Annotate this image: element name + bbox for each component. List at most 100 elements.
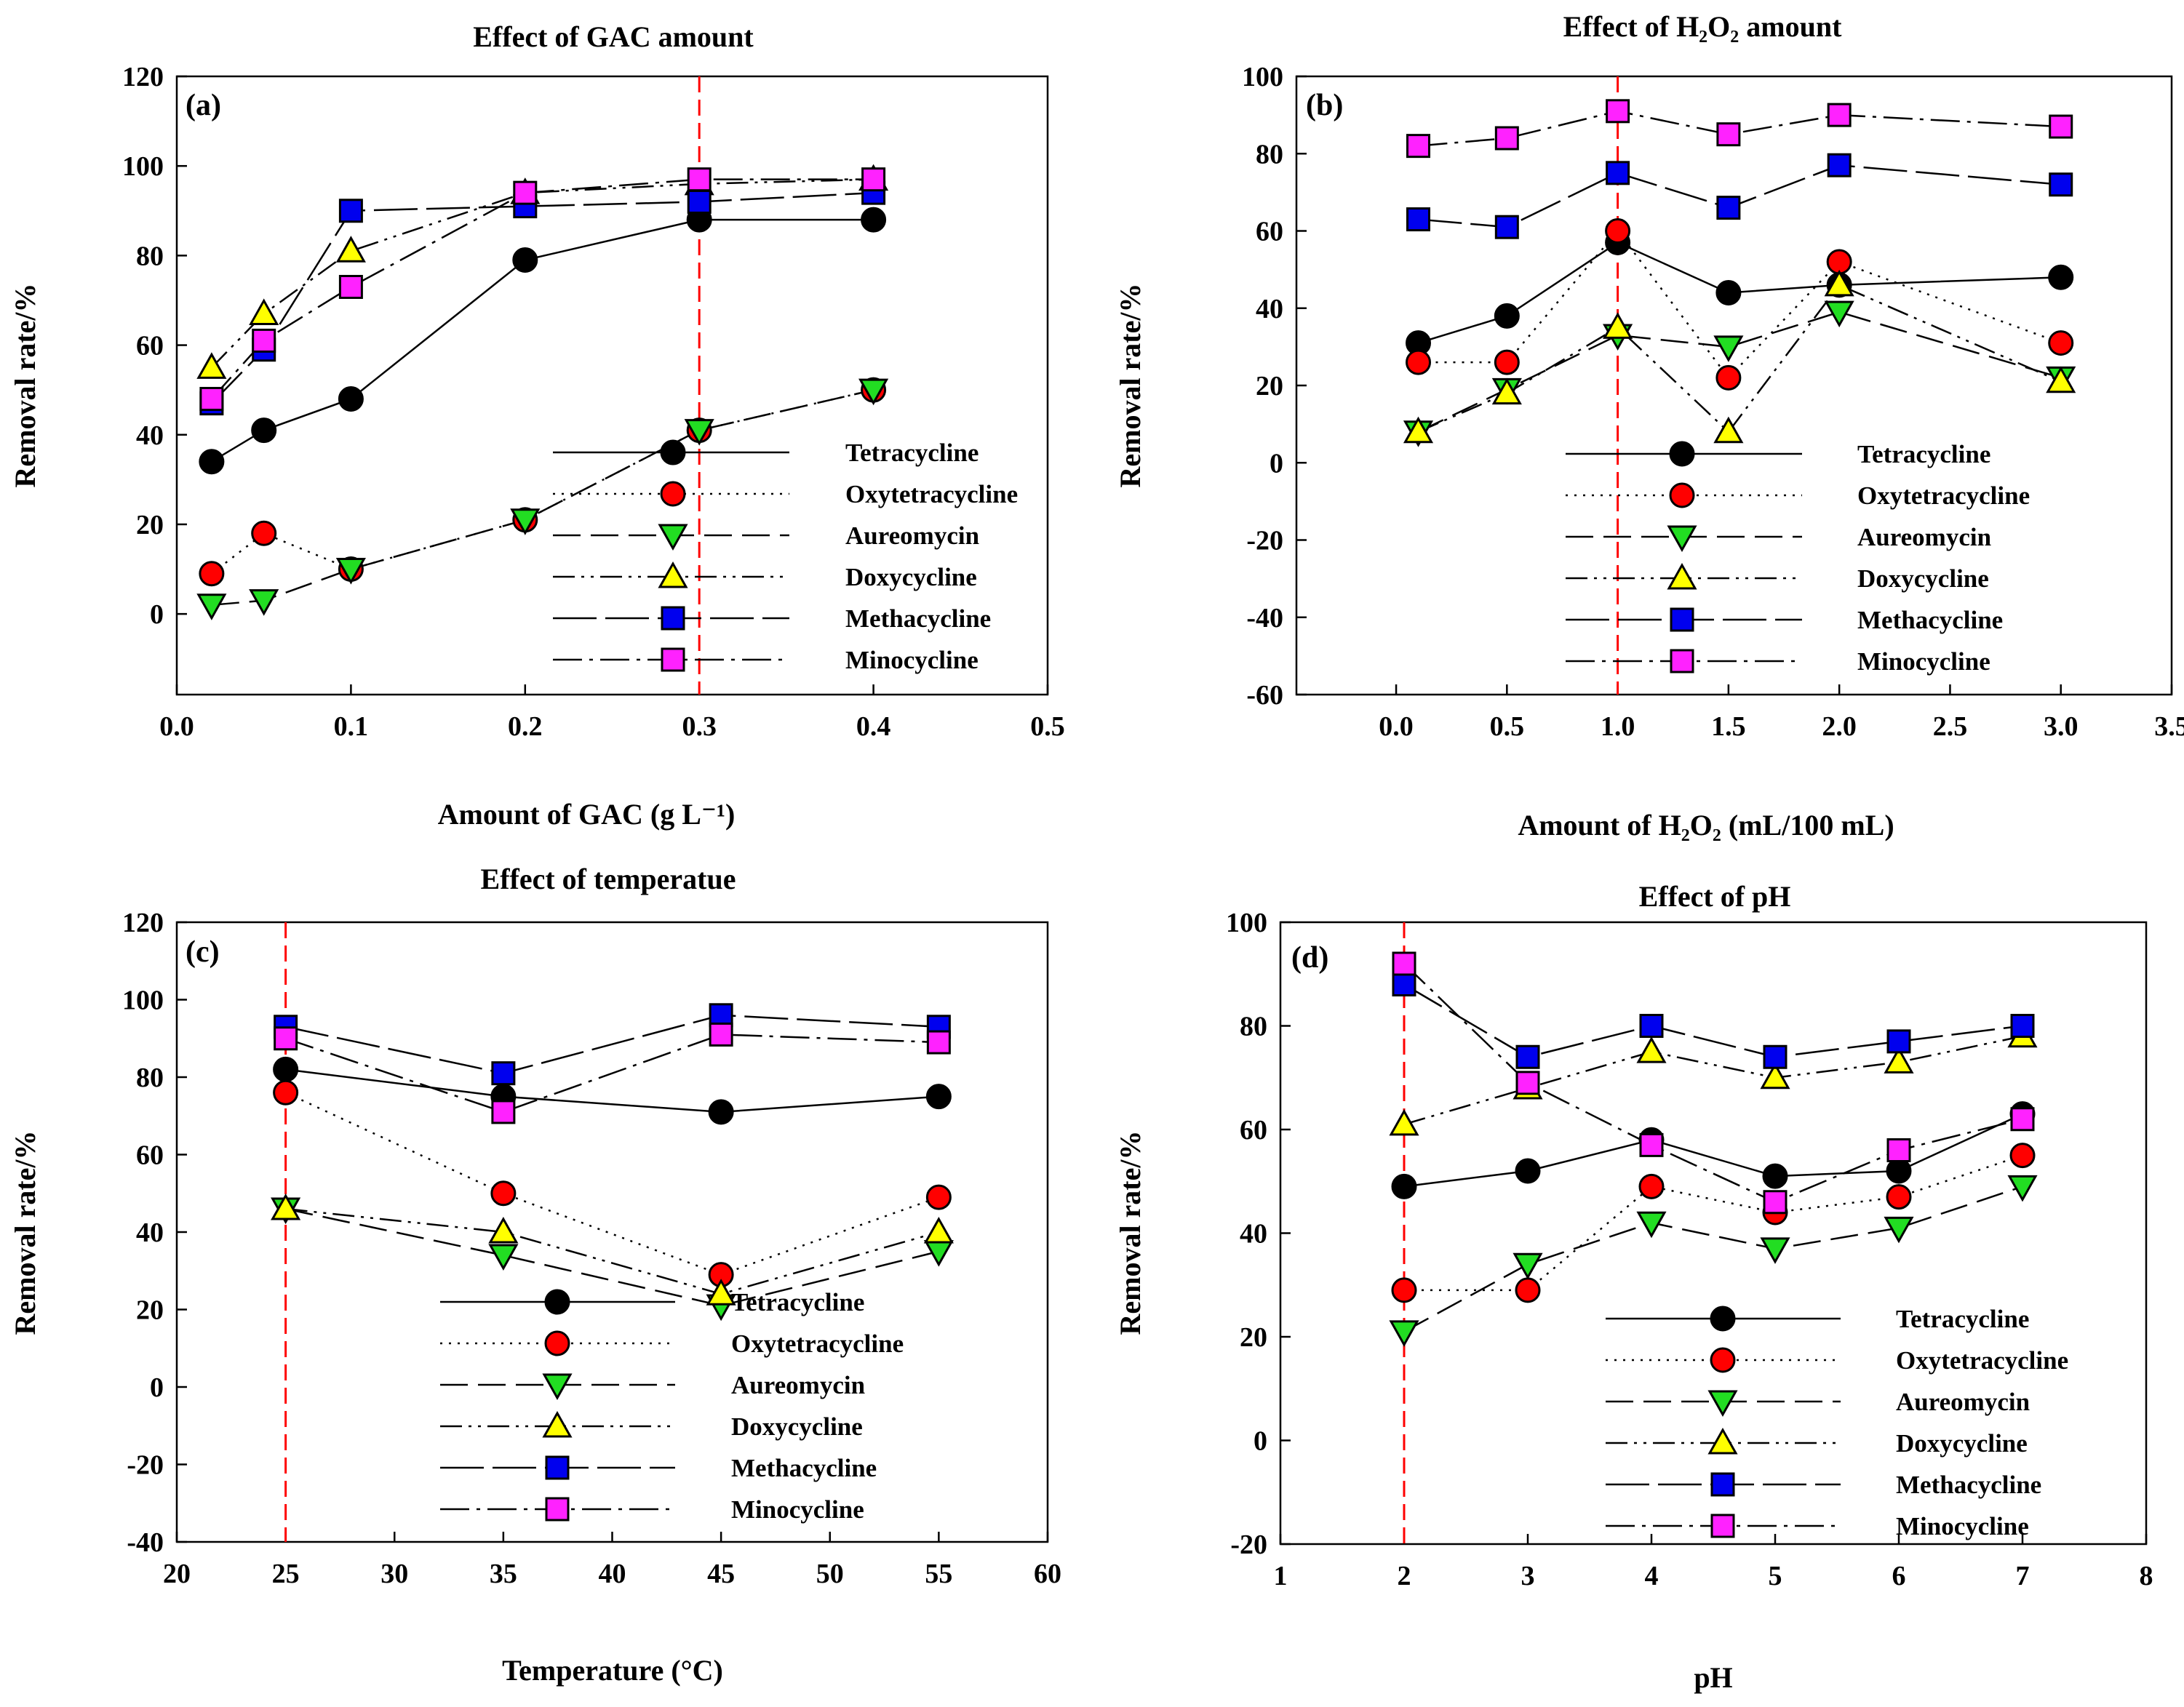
data-point-tetracycline (1494, 303, 1520, 329)
x-tick-label: 35 (490, 1559, 517, 1589)
data-point-aureomycin (335, 558, 366, 585)
x-tick-label: 60 (1034, 1559, 1061, 1589)
x-tick-label: 55 (925, 1559, 952, 1589)
x-tick-label: 25 (272, 1559, 300, 1589)
data-point-oxytetracycline (1605, 218, 1631, 244)
legend-marker-aureomycin (1667, 525, 1697, 553)
series-line-minocycline (285, 1034, 939, 1114)
x-tick-label: 2.0 (1822, 711, 1857, 742)
legend-label: Methacycline (1857, 606, 2003, 634)
data-point-tetracycline (925, 1084, 952, 1110)
data-point-aureomycin (2007, 1175, 2038, 1202)
data-point-minocycline (513, 180, 538, 205)
chart-title: Effect of pH (1639, 880, 1791, 913)
data-point-minocycline (274, 1026, 298, 1051)
data-point-doxycycline (1713, 416, 1744, 444)
data-point-tetracycline (338, 385, 364, 412)
data-point-aureomycin (510, 508, 541, 535)
data-point-doxycycline (335, 236, 366, 263)
legend-marker-aureomycin (1707, 1390, 1738, 1418)
series-line-aureomycin (1417, 311, 2062, 433)
x-tick-label: 5 (1769, 1561, 1782, 1591)
y-axis-label: Removal rate/% (9, 1130, 41, 1335)
legend-label: Tetracycline (1896, 1305, 2029, 1333)
data-point-methacycline (1763, 1044, 1788, 1069)
x-tick-label: 20 (163, 1559, 191, 1589)
x-tick-label: 0.5 (1490, 711, 1525, 742)
data-point-tetracycline (273, 1056, 299, 1082)
data-point-oxytetracycline (490, 1180, 517, 1207)
legend-marker-methacycline (545, 1455, 570, 1480)
legend-marker-minocycline (661, 647, 685, 672)
data-point-minocycline (1716, 122, 1741, 147)
y-tick-label: 20 (1256, 371, 1283, 401)
x-tick-label: 2 (1398, 1561, 1411, 1591)
data-point-doxycycline (923, 1216, 954, 1244)
panel-tag: (d) (1291, 941, 1328, 975)
series-line-doxycycline (1403, 1035, 2023, 1126)
y-tick-label: -20 (1246, 526, 1283, 556)
legend-label: Tetracycline (1857, 440, 1990, 468)
legend-marker-doxycycline (1667, 562, 1697, 590)
x-tick-label: 4 (1645, 1561, 1659, 1591)
data-point-aureomycin (249, 589, 279, 616)
data-point-minocycline (2049, 114, 2073, 139)
x-tick-label: 1 (1274, 1561, 1288, 1591)
y-tick-label: 40 (136, 1218, 164, 1248)
series-line-tetracycline (1418, 241, 2061, 344)
data-point-minocycline (491, 1100, 516, 1124)
x-tick-label: 1.0 (1601, 711, 1635, 742)
data-point-minocycline (1606, 99, 1630, 124)
data-point-tetracycline (861, 207, 887, 233)
data-point-tetracycline (1715, 280, 1742, 305)
legend-label: Doxycycline (1857, 564, 1989, 593)
panel-tag: (b) (1306, 89, 1343, 122)
data-point-doxycycline (706, 1279, 736, 1306)
data-point-oxytetracycline (925, 1184, 952, 1210)
data-point-methacycline (1886, 1029, 1911, 1054)
series-line-tetracycline (1403, 1113, 2023, 1188)
legend-label: Oxytetracycline (731, 1330, 904, 1358)
data-point-methacycline (2010, 1014, 2035, 1038)
legend: Tetracycline Oxytetracycline Aureomycin Dox… (1606, 1305, 2068, 1540)
y-tick-label: 0 (150, 599, 164, 630)
legend-label: Doxycycline (845, 563, 977, 591)
data-point-aureomycin (684, 419, 714, 446)
data-point-minocycline (926, 1030, 951, 1055)
data-point-tetracycline (251, 417, 277, 444)
legend-marker-tetracycline (544, 1289, 570, 1315)
data-point-doxycycline (1389, 1108, 1419, 1136)
x-tick-label: 0.1 (334, 711, 369, 742)
x-axis-label: Amount of H₂O₂ (mL/100 mL) (1518, 809, 1894, 841)
data-point-methacycline (1716, 196, 1741, 220)
legend-label: Aureomycin (1857, 523, 1991, 551)
y-tick-label: 60 (1256, 217, 1283, 247)
y-tick-label: 100 (1242, 62, 1283, 92)
y-tick-label: 0 (1270, 448, 1283, 479)
panel-c: 20 25 30 35 40 45 50 55 60 -40 -20 0 20 40 60 80 100 120 T… (9, 863, 1061, 1687)
x-tick-label: 2.5 (1933, 711, 1968, 742)
x-tick-label: 8 (2140, 1561, 2153, 1591)
x-tick-label: 0.3 (682, 711, 717, 742)
y-tick-label: 60 (1240, 1115, 1267, 1146)
x-axis-label: Temperature (°C) (502, 1654, 723, 1687)
legend-label: Doxycycline (731, 1412, 863, 1441)
y-tick-label: 40 (136, 420, 164, 451)
data-point-doxycycline (1760, 1062, 1790, 1090)
legend: Tetracycline Oxytetracycline Aureomycin Dox… (1566, 440, 2030, 676)
y-axis-label: Removal rate/% (1114, 1130, 1147, 1335)
series-line-methacycline (285, 1014, 939, 1074)
data-point-oxytetracycline (199, 561, 225, 587)
data-point-aureomycin (1760, 1237, 1790, 1264)
legend-marker-tetracycline (660, 439, 686, 465)
data-point-tetracycline (1762, 1163, 1788, 1189)
y-tick-label: -40 (1246, 603, 1283, 633)
plot-frame (175, 75, 1049, 696)
data-point-aureomycin (1824, 300, 1854, 328)
legend-label: Aureomycin (1896, 1388, 2030, 1416)
data-point-aureomycin (1713, 335, 1744, 362)
series-line-aureomycin (1403, 1186, 2023, 1332)
data-point-minocycline (1515, 1071, 1540, 1095)
y-tick-label: 80 (136, 241, 164, 271)
y-axis-label: Removal rate/% (1114, 283, 1147, 487)
